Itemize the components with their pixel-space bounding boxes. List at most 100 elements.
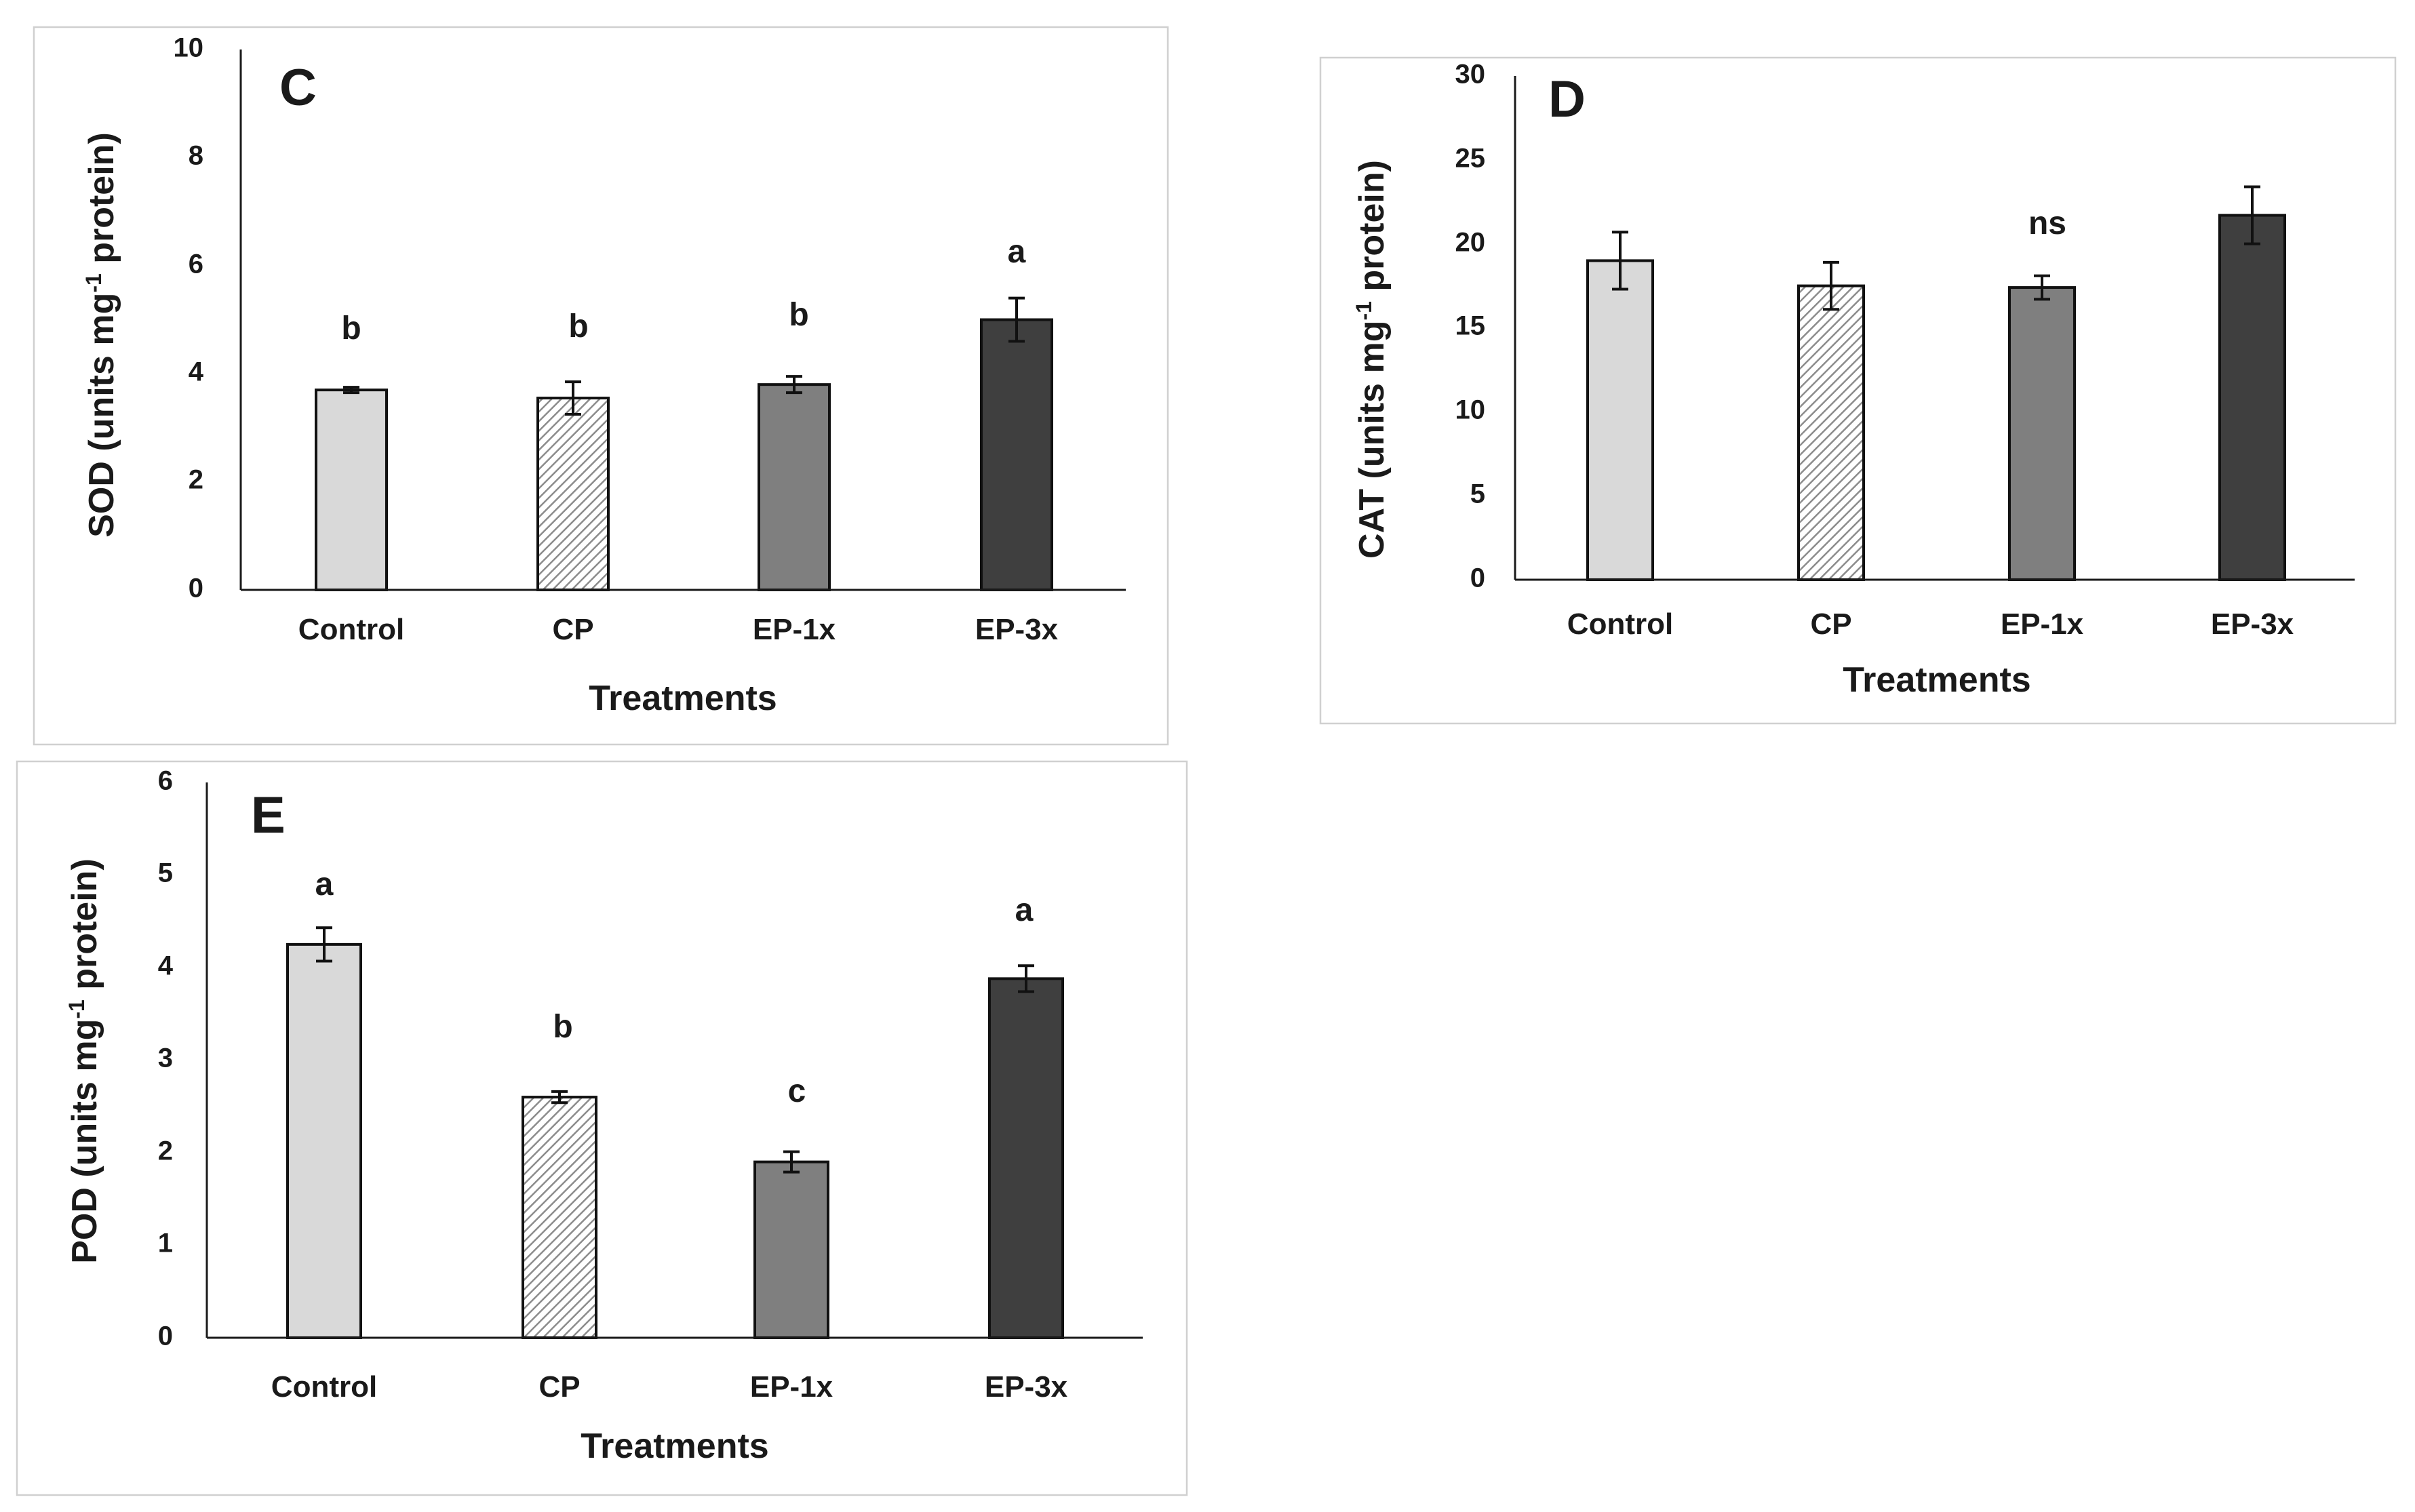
significance-letter: a — [315, 867, 334, 902]
x-tick-label: Control — [271, 1370, 377, 1404]
chart-panel-c: C 0 2 4 6 8 10 Control CP EP-1x EP-3x b … — [33, 26, 1169, 746]
error-bar — [2034, 274, 2050, 301]
y-axis-ticks: 0 1 2 3 4 5 6 — [158, 766, 174, 1351]
y-tick-label: 10 — [1455, 395, 1486, 425]
y-tick-label: 2 — [189, 465, 203, 495]
bar-ep-3x — [980, 318, 1053, 591]
y-tick-label: 4 — [189, 357, 204, 387]
y-axis-title-superscript: -1 — [64, 999, 89, 1018]
y-tick-label: 30 — [1455, 60, 1486, 89]
y-tick-label: 4 — [158, 951, 174, 981]
bar-control — [286, 942, 362, 1339]
y-tick-label: 1 — [158, 1229, 173, 1258]
error-bar — [786, 375, 802, 395]
y-tick-label: 5 — [158, 858, 173, 888]
error-bar — [343, 386, 359, 395]
y-tick-label: 0 — [189, 574, 203, 603]
chart-panel-e: E 0 1 2 3 4 5 6 Control CP EP-1x EP-3x a… — [16, 760, 1188, 1496]
bar-series — [286, 926, 1064, 1340]
chart-panel-d: D 0 5 10 15 20 25 30 Control CP EP-1x EP… — [1319, 56, 2397, 725]
x-tick-label: EP-3x — [2211, 608, 2294, 641]
significance-letter: c — [788, 1073, 806, 1109]
panel-frame — [33, 26, 1169, 746]
y-axis-title-superscript: -1 — [81, 273, 106, 292]
error-bar — [2244, 185, 2260, 245]
y-tick-label: 15 — [1455, 311, 1486, 341]
bar-ep-1x — [2008, 286, 2076, 581]
significance-letter: b — [553, 1009, 572, 1045]
significance-letter: ns — [2028, 205, 2066, 241]
y-tick-label: 8 — [189, 141, 203, 171]
significance-letter: b — [341, 311, 361, 346]
significance-letters: a b c a — [315, 867, 1034, 1109]
x-axis-categories: Control CP EP-1x EP-3x — [298, 613, 1059, 646]
x-axis-title: Treatments — [1843, 660, 2030, 700]
y-tick-label: 3 — [158, 1043, 173, 1073]
y-tick-label: 6 — [158, 766, 173, 796]
error-bar — [1018, 964, 1034, 993]
x-tick-label: CP — [1810, 608, 1851, 641]
y-tick-label: 0 — [1470, 563, 1485, 593]
error-bar — [551, 1090, 568, 1105]
bar-series — [315, 296, 1053, 591]
significance-letters: ns — [2028, 205, 2066, 241]
bar-cp — [522, 1096, 597, 1339]
bar-ep-3x — [988, 977, 1064, 1339]
x-axis-categories: Control CP EP-1x EP-3x — [271, 1370, 1068, 1404]
x-tick-label: Control — [1567, 608, 1673, 641]
x-tick-label: EP-1x — [750, 1370, 833, 1404]
panel-letter: C — [279, 59, 317, 117]
y-axis-ticks: 0 5 10 15 20 25 30 — [1455, 60, 1486, 593]
significance-letter: a — [1015, 892, 1034, 928]
bar-series — [1586, 185, 2286, 581]
bar-control — [1586, 259, 1654, 581]
y-axis-title-tail: protein) — [65, 858, 104, 999]
y-axis-title-main: SOD (units mg — [82, 293, 121, 538]
error-bar — [1008, 296, 1025, 343]
error-bar — [316, 926, 332, 963]
x-axis-categories: Control CP EP-1x EP-3x — [1567, 608, 2294, 641]
x-tick-label: EP-3x — [985, 1370, 1068, 1404]
bar-ep-3x — [2218, 214, 2286, 581]
y-tick-label: 5 — [1470, 479, 1485, 509]
x-tick-label: CP — [538, 1370, 580, 1404]
panel-letter: E — [251, 787, 286, 844]
y-axis-title-tail: protein) — [1352, 160, 1392, 301]
x-tick-label: EP-3x — [975, 613, 1059, 646]
y-axis-title-main: CAT (units mg — [1352, 321, 1392, 559]
y-tick-label: 0 — [158, 1321, 173, 1351]
error-bar — [565, 380, 581, 416]
y-axis-title: SOD (units mg-1 protein) — [81, 132, 121, 538]
y-tick-label: 20 — [1455, 228, 1486, 258]
bar-ep-1x — [758, 383, 831, 591]
error-bar — [783, 1150, 800, 1174]
x-tick-label: CP — [552, 613, 593, 646]
y-axis-title-tail: protein) — [82, 132, 121, 273]
significance-letter: b — [789, 297, 808, 333]
x-tick-label: Control — [298, 613, 404, 646]
y-tick-label: 6 — [189, 250, 203, 279]
bar-control — [315, 389, 388, 591]
y-axis-ticks: 0 2 4 6 8 10 — [174, 33, 204, 603]
y-axis-title: POD (units mg-1 protein) — [64, 858, 104, 1264]
x-tick-label: EP-1x — [2001, 608, 2084, 641]
y-axis-title: CAT (units mg-1 protein) — [1352, 160, 1392, 559]
error-bar — [1612, 231, 1628, 291]
y-axis-title-main: POD (units mg — [65, 1019, 104, 1264]
x-tick-label: EP-1x — [753, 613, 836, 646]
x-axis-title: Treatments — [589, 679, 777, 718]
error-bar — [1823, 260, 1839, 311]
significance-letters: b b b a — [341, 234, 1025, 346]
bar-cp — [536, 397, 610, 591]
significance-letter: a — [1008, 234, 1026, 270]
significance-letter: b — [568, 309, 588, 344]
y-tick-label: 10 — [174, 33, 204, 63]
y-tick-label: 2 — [158, 1136, 173, 1166]
y-tick-label: 25 — [1455, 144, 1486, 174]
panel-letter: D — [1548, 71, 1586, 128]
y-axis-title-superscript: -1 — [1352, 301, 1376, 320]
bar-cp — [1797, 284, 1865, 581]
x-axis-title: Treatments — [581, 1427, 768, 1466]
bar-ep-1x — [753, 1160, 829, 1340]
